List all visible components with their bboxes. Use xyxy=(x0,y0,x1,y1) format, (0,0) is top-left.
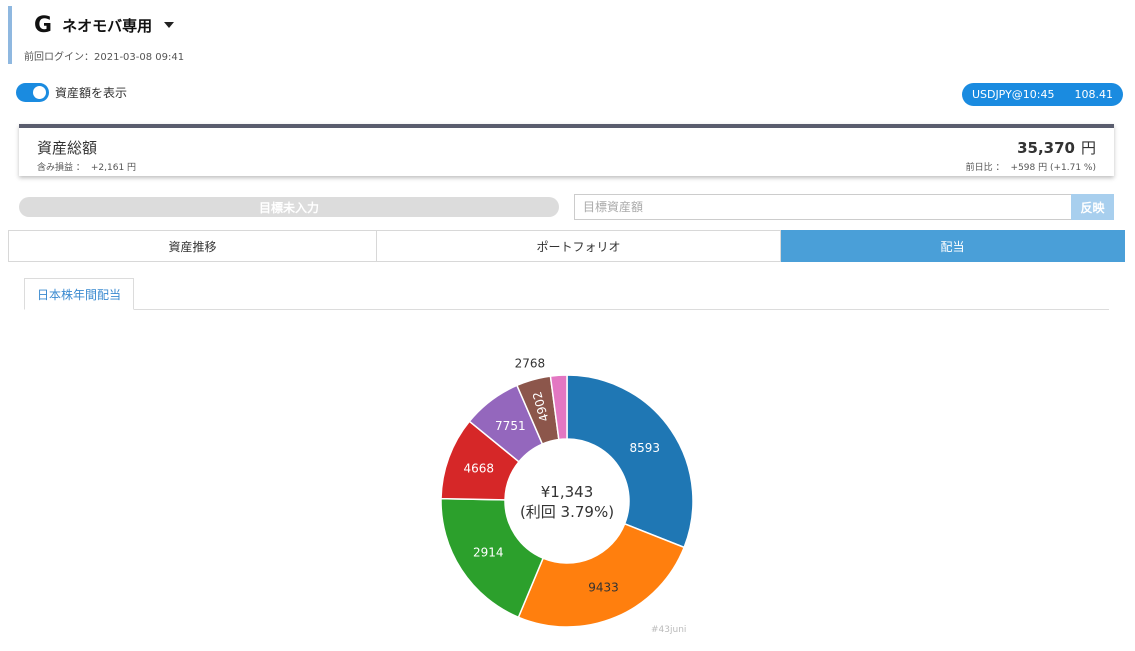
total-assets: 35,370 円 xyxy=(1017,137,1096,158)
fx-rate-badge: USDJPY@10:45 108.41 xyxy=(961,83,1123,106)
show-assets-label: 資産額を表示 xyxy=(55,86,128,100)
last-login: 前回ログイン：2021-03-08 09:41 xyxy=(24,48,184,63)
tab-asset-history[interactable]: 資産推移 xyxy=(8,230,377,262)
asset-summary-card: 資産総額 含み損益 ： +2,161 円 35,370 円 前日比 ： +598 円 … xyxy=(19,124,1114,176)
last-login-label: 前回ログイン： xyxy=(24,52,94,63)
g-logo-icon: G xyxy=(34,12,53,38)
account-header: G ネオモバ専用 前回ログイン：2021-03-08 09:41 xyxy=(8,6,308,64)
unrealized-pl: 含み損益 ： +2,161 円 xyxy=(37,160,136,173)
last-login-value: 2021-03-08 09:41 xyxy=(94,52,185,63)
unrealized-pl-label: 含み損益 ： xyxy=(37,163,85,173)
fx-label: USDJPY@10:45 xyxy=(971,88,1055,101)
slice-label-4668: 4668 xyxy=(463,462,494,476)
slice-label-8593: 8593 xyxy=(629,441,660,455)
tab-dividends[interactable]: 配当 xyxy=(781,230,1125,262)
caret-down-icon[interactable] xyxy=(164,22,175,28)
tab-jp-annual-dividends[interactable]: 日本株年間配当 xyxy=(24,278,134,310)
center-yield: (利回 3.79%) xyxy=(520,503,614,521)
center-total: ¥1,343 xyxy=(541,483,594,501)
tab-portfolio[interactable]: ポートフォリオ xyxy=(377,230,781,262)
apply-button[interactable]: 反映 xyxy=(1071,194,1114,220)
slice-label-2914: 2914 xyxy=(473,545,504,559)
dividend-donut-chart: 8593 9433 2914 4668 7751 4902 2768 ¥1,343 (利回 … xyxy=(0,340,1135,651)
donut-slice-2914[interactable] xyxy=(440,497,545,619)
show-assets-toggle-row: 資産額を表示 xyxy=(16,83,127,102)
donut-slice-2768[interactable] xyxy=(549,374,568,441)
goal-amount-input[interactable] xyxy=(574,194,1071,220)
show-assets-toggle[interactable] xyxy=(16,83,49,102)
watermark: #43juni xyxy=(651,625,687,635)
donut-slice-9433[interactable] xyxy=(517,522,686,628)
total-assets-unit: 円 xyxy=(1080,139,1096,157)
summary-title: 資産総額 xyxy=(37,139,98,157)
goal-progress-bar: 目標未入力 xyxy=(19,197,559,217)
slice-label-7751: 7751 xyxy=(495,419,526,433)
total-assets-value: 35,370 xyxy=(1017,139,1075,157)
day-change: 前日比 ： +598 円 (+1.71 %) xyxy=(966,160,1096,173)
day-change-value: +598 円 (+1.71 %) xyxy=(1010,163,1096,173)
account-name[interactable]: ネオモバ専用 xyxy=(62,16,153,35)
slice-label-2768: 2768 xyxy=(515,356,546,370)
slice-label-9433: 9433 xyxy=(588,581,619,595)
day-change-label: 前日比 ： xyxy=(965,163,1005,173)
fx-rate: 108.41 xyxy=(1074,88,1114,101)
unrealized-pl-value: +2,161 円 xyxy=(90,163,137,173)
account-selector[interactable]: G ネオモバ専用 xyxy=(34,8,308,42)
donut-slice-8593[interactable] xyxy=(566,374,694,549)
sub-tabs: 日本株年間配当 xyxy=(24,278,1109,310)
main-tabs: 資産推移 ポートフォリオ 配当 xyxy=(8,230,1125,262)
